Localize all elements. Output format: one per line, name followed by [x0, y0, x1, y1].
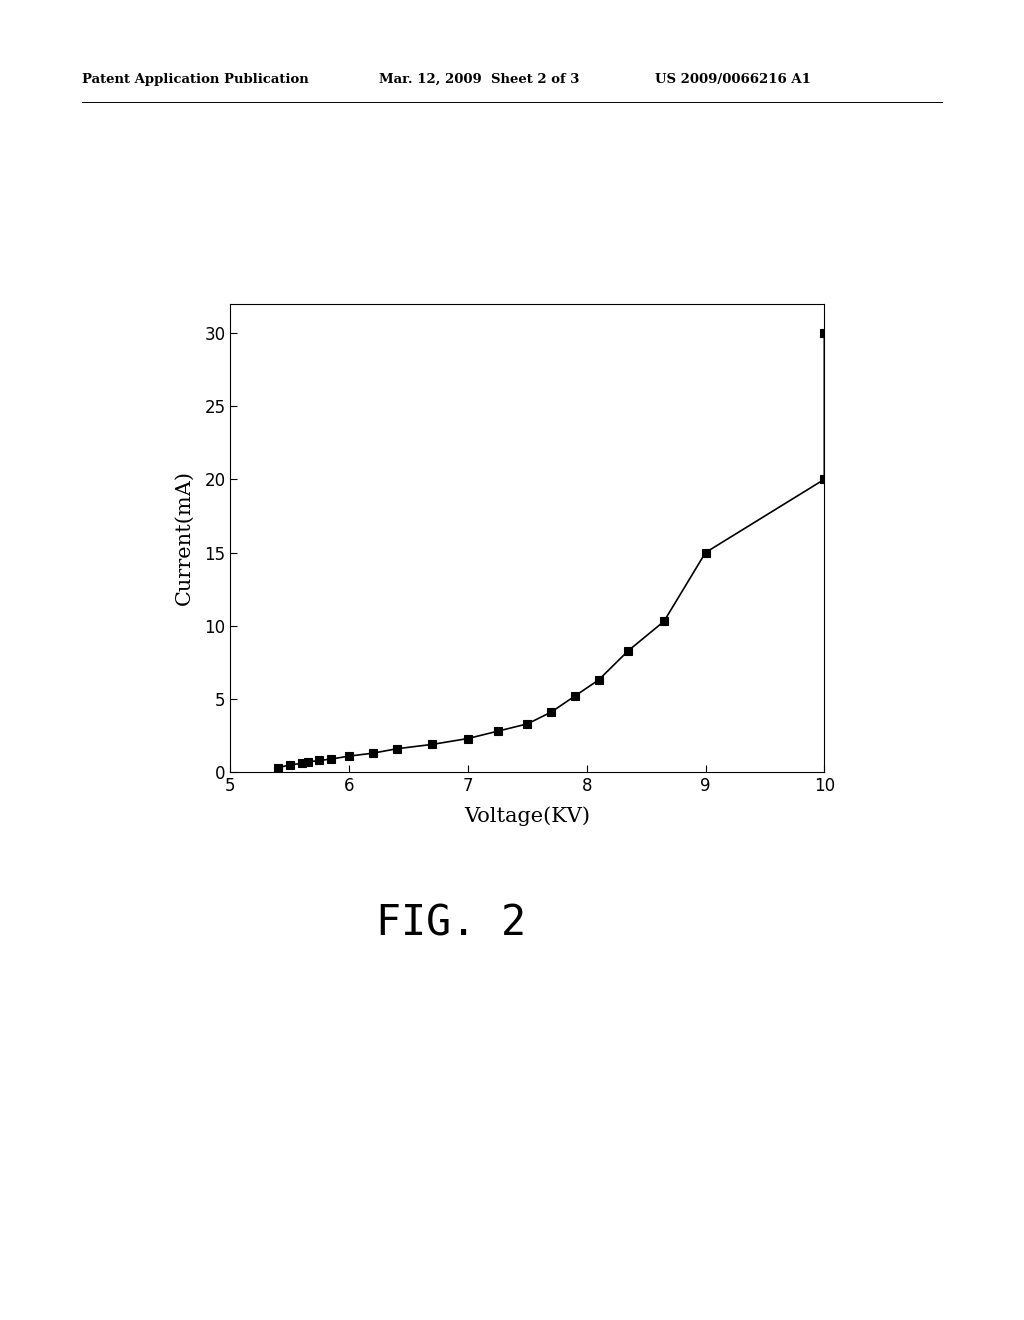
Text: US 2009/0066216 A1: US 2009/0066216 A1 — [655, 73, 811, 86]
Text: Mar. 12, 2009  Sheet 2 of 3: Mar. 12, 2009 Sheet 2 of 3 — [379, 73, 580, 86]
Text: FIG. 2: FIG. 2 — [376, 903, 525, 945]
Y-axis label: Current(mA): Current(mA) — [174, 470, 194, 606]
X-axis label: Voltage(KV): Voltage(KV) — [464, 807, 591, 826]
Text: Patent Application Publication: Patent Application Publication — [82, 73, 308, 86]
